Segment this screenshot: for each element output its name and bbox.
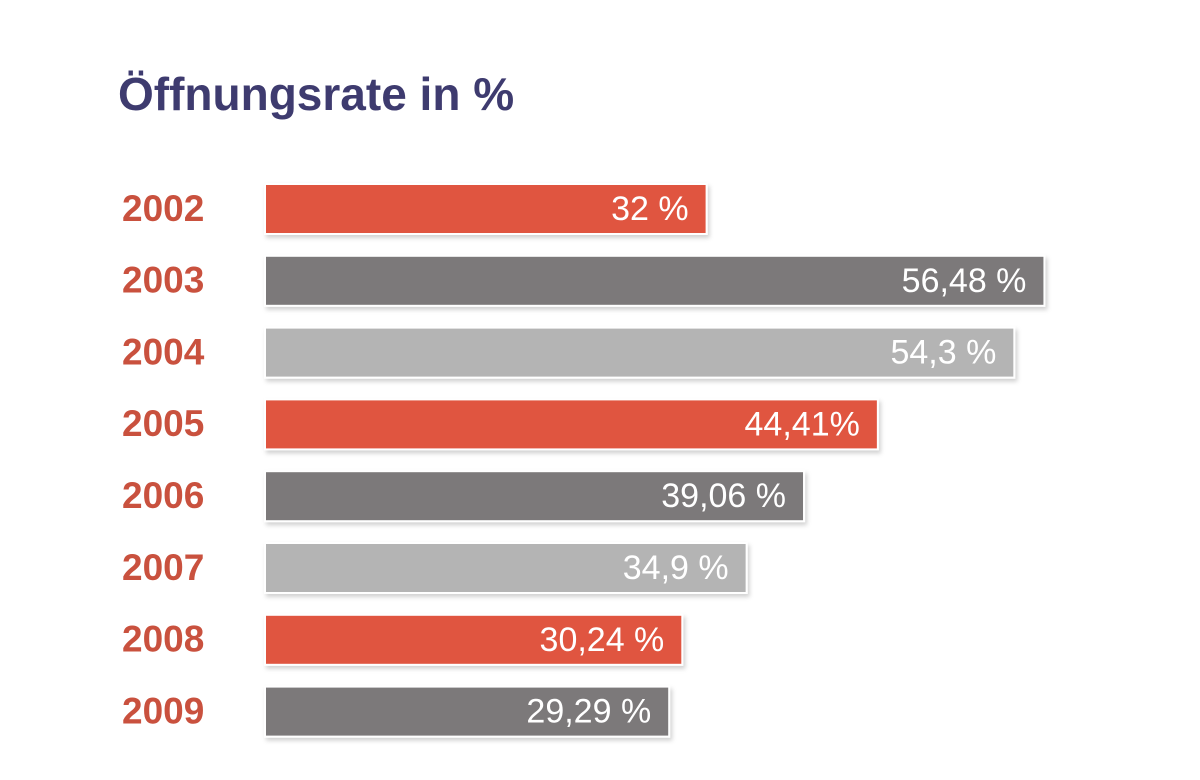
category-label: 2006 (122, 475, 204, 516)
category-label: 2004 (122, 331, 205, 372)
bar (264, 326, 1016, 379)
bar (264, 398, 879, 451)
category-label: 2002 (122, 188, 204, 229)
value-label: 56,48 % (902, 262, 1027, 300)
chart-title: Öffnungsrate in % (118, 68, 514, 120)
bar (264, 254, 1046, 307)
value-label: 32 % (611, 190, 689, 228)
bar (264, 613, 684, 666)
category-label: 2003 (122, 260, 204, 301)
value-label: 54,3 % (890, 334, 996, 372)
category-label: 2007 (122, 547, 204, 588)
category-label: 2009 (122, 690, 204, 731)
bar (264, 470, 806, 523)
bar (264, 183, 708, 235)
category-label: 2005 (122, 403, 204, 444)
value-label: 29,29 % (526, 693, 651, 731)
bar (264, 685, 671, 738)
value-label: 39,06 % (661, 477, 786, 515)
category-label: 2008 (122, 619, 204, 660)
value-label: 44,41% (745, 405, 860, 443)
value-label: 30,24 % (540, 621, 665, 659)
value-label: 34,9 % (623, 549, 729, 587)
bar (264, 542, 748, 594)
